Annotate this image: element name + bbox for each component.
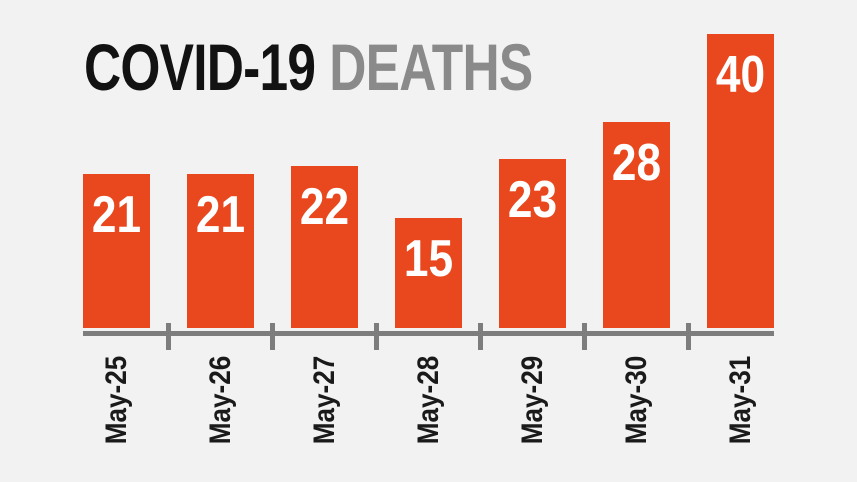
x-axis-label-may-29: May-29: [481, 350, 585, 450]
x-axis-label-may-31: May-31: [689, 350, 793, 450]
bar-may-30: 28: [603, 122, 670, 328]
x-axis-label-may-28: May-28: [377, 350, 481, 450]
x-axis-tick: [374, 323, 379, 350]
x-axis-label-text: May-31: [723, 355, 757, 445]
bar-value-label: 28: [611, 134, 662, 192]
x-axis-label-may-26: May-26: [169, 350, 273, 450]
bar-value-label: 40: [715, 46, 766, 104]
bar-may-31: 40: [707, 34, 774, 328]
chart-title: COVID-19 DEATHS: [84, 34, 533, 100]
bar-may-28: 15: [395, 218, 462, 328]
bar-value-label: 22: [299, 178, 350, 236]
x-axis-tick: [686, 323, 691, 350]
x-axis-label-may-27: May-27: [273, 350, 377, 450]
x-axis-label-text: May-28: [411, 355, 445, 445]
x-axis-label-may-25: May-25: [65, 350, 169, 450]
bar-value-label: 21: [195, 186, 246, 244]
x-axis-label-text: May-26: [203, 355, 237, 445]
x-axis-tick: [582, 323, 587, 350]
chart-title-secondary: DEATHS: [329, 30, 533, 104]
x-axis-line: [83, 331, 774, 336]
bar-may-26: 21: [187, 174, 254, 328]
x-axis-label-text: May-30: [619, 355, 653, 445]
bar-may-25: 21: [83, 174, 150, 328]
x-axis-label-may-30: May-30: [585, 350, 689, 450]
x-axis-tick: [166, 323, 171, 350]
bar-value-label: 23: [507, 171, 558, 229]
x-axis-tick: [478, 323, 483, 350]
bar-may-27: 22: [291, 166, 358, 328]
chart-title-primary: COVID-19: [84, 30, 316, 104]
bar-may-29: 23: [499, 159, 566, 328]
bar-value-label: 15: [403, 230, 454, 288]
x-axis-label-text: May-29: [515, 355, 549, 445]
x-axis-label-text: May-25: [99, 355, 133, 445]
x-axis-tick: [270, 323, 275, 350]
bar-value-label: 21: [91, 186, 142, 244]
x-axis-label-text: May-27: [307, 355, 341, 445]
